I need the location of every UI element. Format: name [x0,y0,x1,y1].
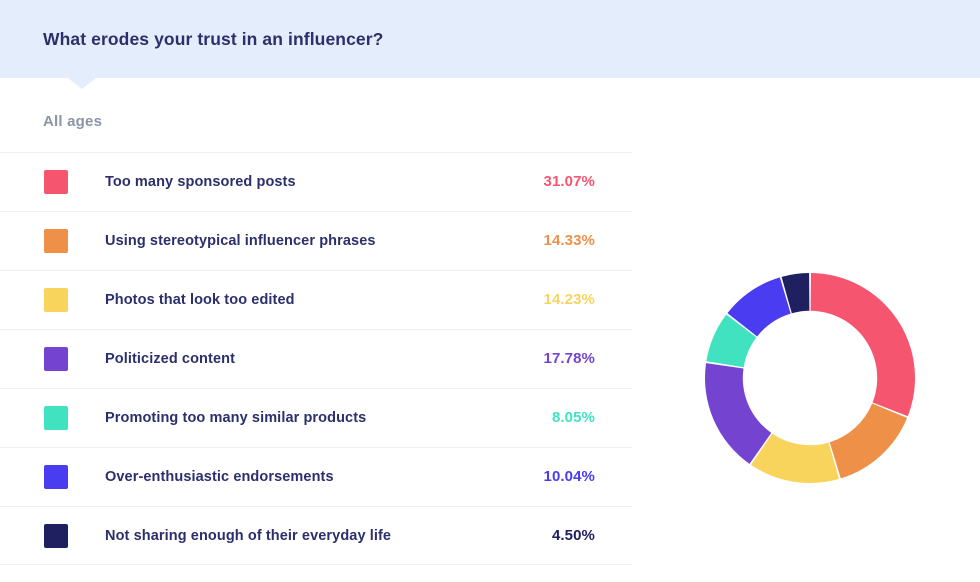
legend-row[interactable]: Using stereotypical influencer phrases 14… [0,211,632,270]
header-notch-triangle [68,78,96,89]
segment-label-all-ages: All ages [43,113,103,130]
legend-value: 4.50% [551,527,595,544]
color-swatch-icon [44,406,68,430]
legend-label: Over-enthusiastic endorsements [105,469,334,485]
donut-slice[interactable] [727,277,791,337]
legend-value: 17.78% [543,350,595,367]
donut-slice[interactable] [751,433,840,483]
donut-chart [660,228,960,528]
legend-label: Politicized content [105,351,235,367]
legend-row[interactable]: Promoting too many similar products 8.05% [0,388,632,447]
donut-chart-svg [705,273,915,483]
donut-slice[interactable] [829,403,908,479]
legend-label: Not sharing enough of their everyday lif… [105,528,392,544]
legend-value: 14.23% [543,291,595,308]
page-title: What erodes your trust in an influencer? [43,29,384,49]
donut-slice[interactable] [781,273,810,314]
color-swatch-icon [44,229,68,253]
color-swatch-icon [44,524,68,548]
color-swatch-icon [44,170,68,194]
legend-label: Promoting too many similar products [105,410,367,426]
legend-value: 10.04% [543,468,595,485]
legend-value: 14.33% [543,232,595,249]
color-swatch-icon [44,288,68,312]
legend-label: Photos that look too edited [105,292,295,308]
donut-slice[interactable] [706,314,757,368]
legend-label: Using stereotypical influencer phrases [105,233,376,249]
legend-row[interactable]: Politicized content 17.78% [0,329,632,388]
legend-row[interactable]: Over-enthusiastic endorsements 10.04% [0,447,632,506]
card-header: What erodes your trust in an influencer? [0,0,980,78]
donut-slice[interactable] [810,273,915,417]
legend-row[interactable]: Not sharing enough of their everyday lif… [0,506,632,565]
legend-label: Too many sponsored posts [105,174,296,190]
color-swatch-icon [44,347,68,371]
donut-slice[interactable] [705,363,772,464]
color-swatch-icon [44,465,68,489]
legend-row[interactable]: Photos that look too edited 14.23% [0,270,632,329]
legend-value: 31.07% [543,173,595,190]
legend-value: 8.05% [551,409,595,426]
legend-list: Too many sponsored posts 31.07% Using ster… [0,152,632,565]
legend-row[interactable]: Too many sponsored posts 31.07% [0,152,632,211]
